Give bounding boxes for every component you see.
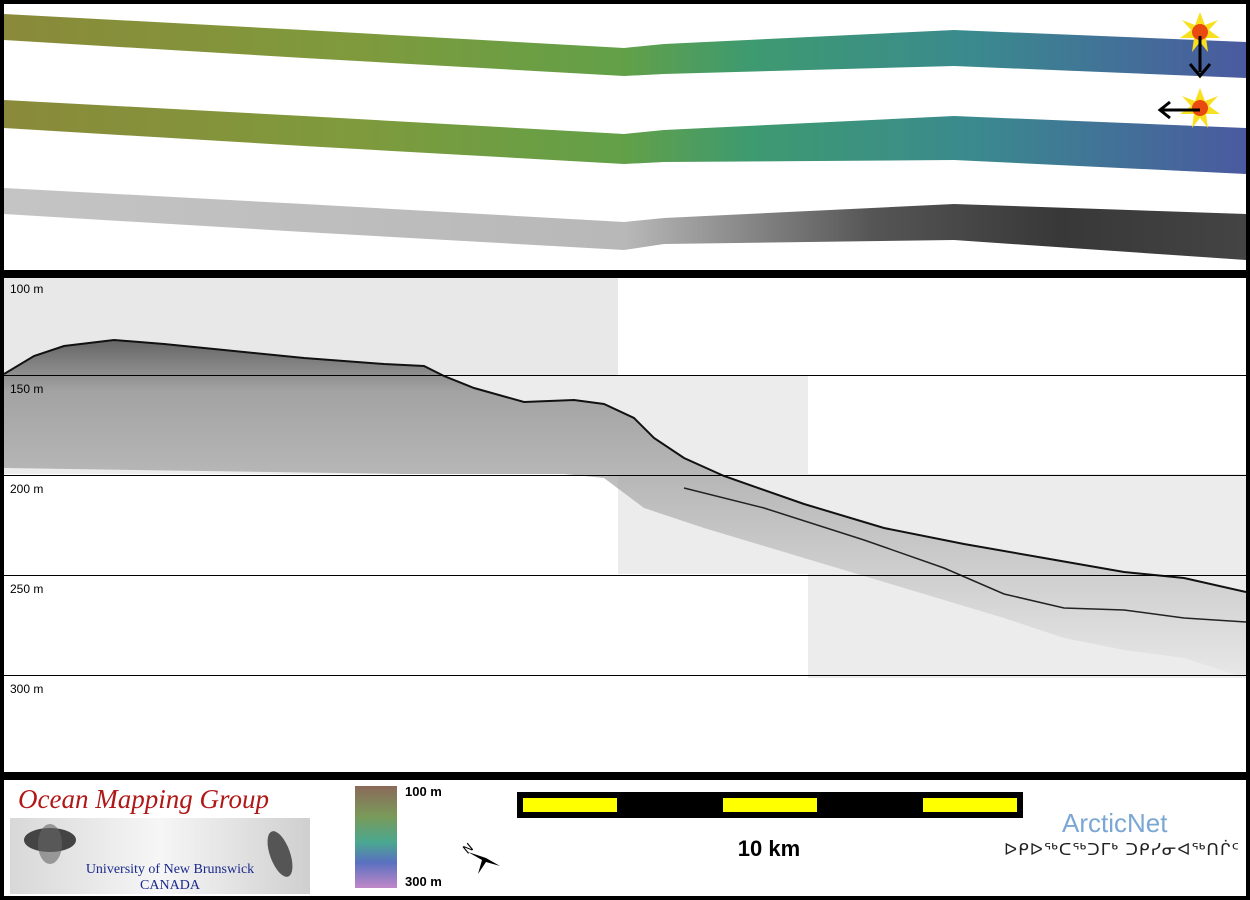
scale-bar-segment <box>923 798 1017 812</box>
bathymetry-swath-top <box>4 14 1246 78</box>
arcticnet-logo-title: ArcticNet <box>1062 808 1168 838</box>
depth-label: 200 m <box>10 482 44 496</box>
north-arrow-icon: N <box>460 840 500 874</box>
depth-label: 300 m <box>10 682 44 696</box>
backscatter-swath <box>4 188 1246 260</box>
scale-bar <box>517 792 1023 818</box>
colorbar-top-label: 100 m <box>405 784 442 799</box>
depth-gridline <box>4 475 1246 476</box>
sun-illumination-icon <box>1180 88 1220 128</box>
depth-label: 100 m <box>10 282 44 296</box>
arcticnet-logo-syllabics: ᐅᑭᐅᖅᑕᖅᑐᒥᒃ ᑐᑭᓯᓂᐊᖅᑎᒌᑦ <box>1004 840 1240 860</box>
subsurface-reflector <box>683 487 1246 623</box>
arrow-left-icon <box>1157 100 1200 120</box>
depth-gridline <box>4 575 1246 576</box>
omg-university: University of New Brunswick <box>85 862 255 877</box>
depth-gridline <box>4 675 1246 676</box>
scale-bar-segment <box>523 798 617 812</box>
depth-colorbar <box>355 786 397 888</box>
multibeam-swath-panel <box>4 4 1246 270</box>
depth-gridline <box>4 375 1246 376</box>
depth-label: 150 m <box>10 382 44 396</box>
depth-label: 250 m <box>10 582 44 596</box>
arrow-down-icon <box>1188 36 1212 79</box>
colorbar-bottom-label: 300 m <box>405 874 442 889</box>
seabed-line <box>4 338 1246 593</box>
scale-bar-segment <box>723 798 817 812</box>
profile-echogram <box>4 278 1246 678</box>
subbottom-profile-panel: 100 m 150 m 200 m 250 m 300 m <box>4 278 1246 772</box>
omg-title: Ocean Mapping Group <box>18 784 269 814</box>
sun-illumination-icon <box>1180 12 1220 52</box>
seabed-reflector <box>4 340 1246 678</box>
bathymetry-swath-middle <box>4 100 1246 174</box>
omg-logo-graphic <box>10 818 310 894</box>
swath-strips <box>4 12 1246 260</box>
legend-footer: Ocean Mapping Group University of New Br… <box>4 780 1246 896</box>
omg-country: CANADA <box>140 878 200 893</box>
scale-bar-label: 10 km <box>737 836 801 861</box>
